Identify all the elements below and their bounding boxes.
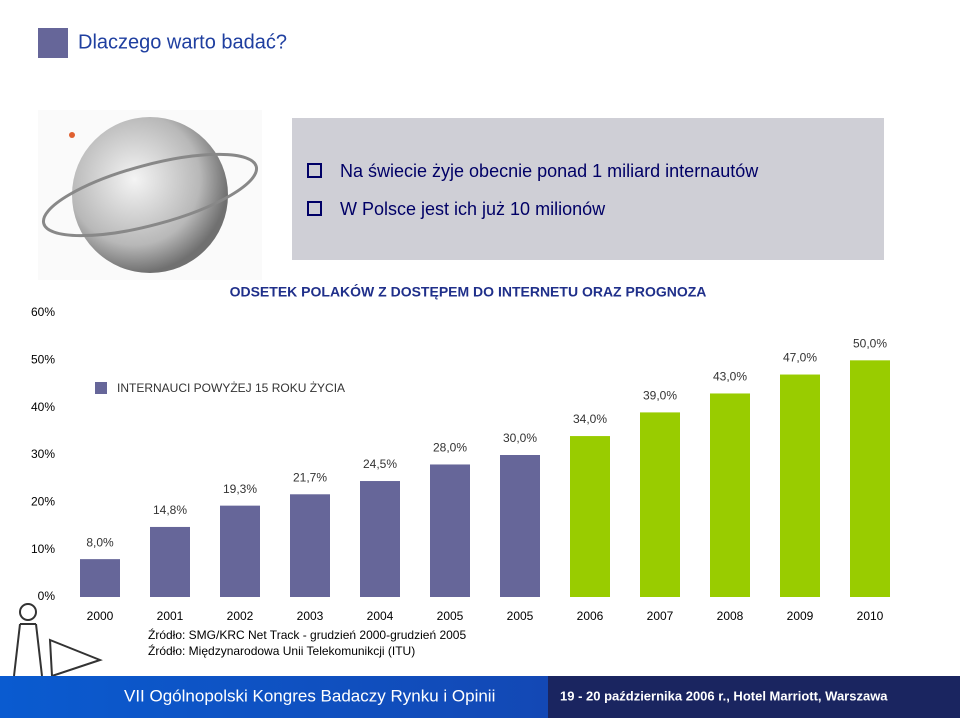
x-tick-label: 2010 xyxy=(857,609,884,623)
bullet-text: W Polsce jest ich już 10 milionów xyxy=(340,199,606,219)
value-label: 8,0% xyxy=(86,535,114,549)
bar xyxy=(430,464,470,597)
title-square xyxy=(38,28,68,58)
value-label: 28,0% xyxy=(433,441,467,455)
bar xyxy=(220,505,260,597)
value-label: 24,5% xyxy=(363,457,397,471)
bar xyxy=(500,455,540,597)
value-label: 30,0% xyxy=(503,431,537,445)
slide-title: Dlaczego warto badać? xyxy=(78,31,287,53)
bar xyxy=(710,393,750,597)
x-tick-label: 2002 xyxy=(227,609,254,623)
legend-swatch xyxy=(95,382,107,394)
x-tick-label: 2005 xyxy=(507,609,534,623)
footer-date-box xyxy=(548,676,960,718)
value-label: 21,7% xyxy=(293,470,327,484)
x-tick-label: 2005 xyxy=(437,609,464,623)
x-tick-label: 2007 xyxy=(647,609,674,623)
people-image xyxy=(13,603,103,678)
x-tick-label: 2001 xyxy=(157,609,184,623)
x-tick-label: 2004 xyxy=(367,609,394,623)
globe-image xyxy=(38,110,262,280)
bullet-icon xyxy=(307,163,322,178)
x-tick-label: 2000 xyxy=(87,609,114,623)
footer-date: 19 - 20 października 2006 r., Hotel Marr… xyxy=(560,688,888,703)
bar xyxy=(570,436,610,597)
chart-title: ODSETEK POLAKÓW Z DOSTĘPEM DO INTERNETU … xyxy=(230,283,707,300)
y-tick-label: 40% xyxy=(31,400,55,414)
bar xyxy=(150,526,190,597)
bar xyxy=(780,374,820,597)
bar xyxy=(640,412,680,597)
footer-event: VII Ogólnopolski Kongres Badaczy Rynku i… xyxy=(124,686,495,705)
value-label: 34,0% xyxy=(573,412,607,426)
x-tick-label: 2006 xyxy=(577,609,604,623)
bar xyxy=(290,494,330,597)
bar xyxy=(850,360,890,597)
x-tick-label: 2009 xyxy=(787,609,814,623)
y-tick-label: 50% xyxy=(31,353,55,367)
bar xyxy=(80,559,120,597)
y-tick-label: 20% xyxy=(31,495,55,509)
y-tick-label: 10% xyxy=(31,542,55,556)
y-tick-label: 60% xyxy=(31,305,55,319)
y-tick-label: 0% xyxy=(38,589,56,603)
value-label: 43,0% xyxy=(713,370,747,384)
value-label: 19,3% xyxy=(223,482,257,496)
x-tick-label: 2008 xyxy=(717,609,744,623)
bar xyxy=(360,481,400,597)
x-tick-label: 2003 xyxy=(297,609,324,623)
bullet-text: Na świecie żyje obecnie ponad 1 miliard … xyxy=(340,161,759,181)
bullet-icon xyxy=(307,201,322,216)
y-tick-label: 30% xyxy=(31,447,55,461)
value-label: 14,8% xyxy=(153,503,187,517)
value-label: 50,0% xyxy=(853,337,887,351)
value-label: 47,0% xyxy=(783,351,817,365)
legend-label: INTERNAUCI POWYŻEJ 15 ROKU ŻYCIA xyxy=(117,381,345,395)
bullet-box xyxy=(292,118,884,260)
source: Źródło: Międzynarodowa Unii Telekomunikc… xyxy=(148,643,415,658)
source: Źródło: SMG/KRC Net Track - grudzień 200… xyxy=(148,627,466,642)
value-label: 39,0% xyxy=(643,389,677,403)
